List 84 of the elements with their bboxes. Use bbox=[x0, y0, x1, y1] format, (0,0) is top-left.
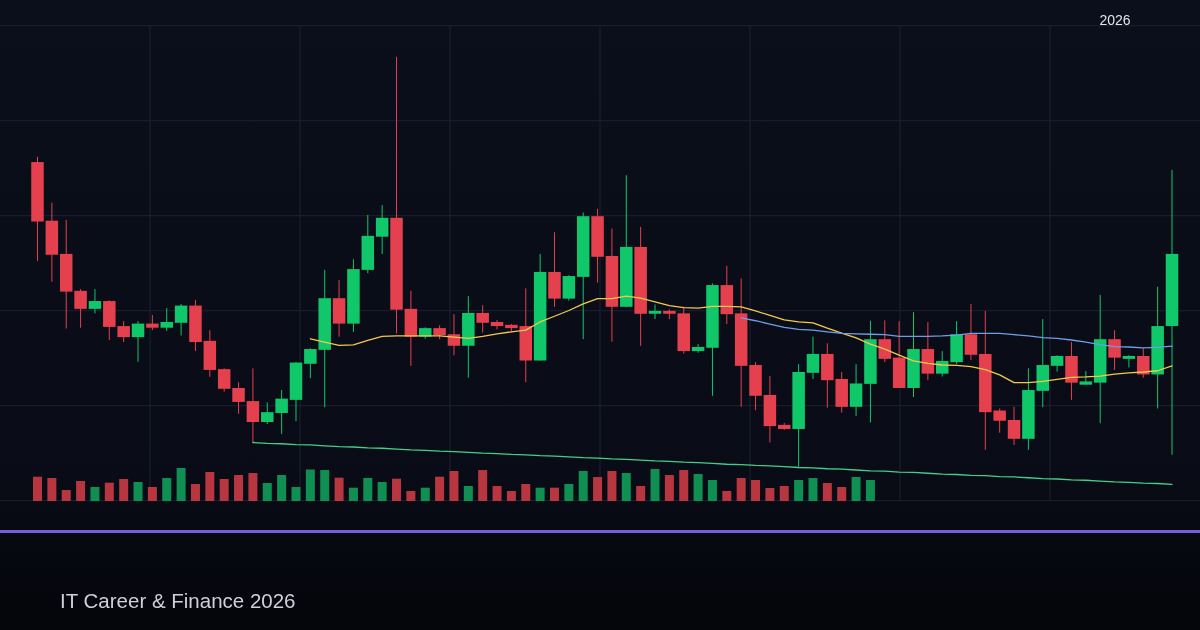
candlestick bbox=[490, 319, 504, 330]
bar bbox=[291, 487, 301, 501]
bar bbox=[650, 468, 660, 501]
candlestick bbox=[1007, 406, 1021, 446]
candlestick bbox=[217, 367, 231, 393]
bar bbox=[90, 487, 100, 501]
candlestick bbox=[131, 320, 145, 363]
bar bbox=[348, 487, 358, 501]
candlestick bbox=[648, 303, 662, 320]
bar bbox=[320, 470, 330, 501]
bar bbox=[564, 484, 574, 501]
bar bbox=[61, 490, 71, 501]
candlestick bbox=[849, 363, 863, 417]
bar bbox=[722, 491, 732, 501]
candlestick bbox=[562, 274, 576, 302]
bar bbox=[363, 478, 373, 501]
bar bbox=[794, 480, 804, 501]
text: 2026 bbox=[1099, 12, 1131, 28]
bar bbox=[147, 487, 157, 501]
bar bbox=[47, 478, 57, 501]
bar bbox=[808, 478, 818, 501]
bar bbox=[262, 483, 272, 501]
bar bbox=[621, 473, 631, 501]
bar bbox=[162, 478, 172, 501]
bar bbox=[176, 468, 186, 501]
bar bbox=[377, 481, 387, 501]
bar bbox=[205, 471, 215, 501]
candlestick bbox=[1137, 347, 1150, 379]
candlestick bbox=[232, 381, 245, 415]
bar bbox=[234, 475, 244, 501]
bar bbox=[837, 487, 847, 501]
candlestick bbox=[476, 304, 489, 334]
bar bbox=[406, 491, 416, 501]
bar bbox=[219, 478, 229, 501]
bar bbox=[190, 484, 200, 501]
bar bbox=[751, 480, 761, 501]
candlestick bbox=[160, 307, 173, 332]
bar bbox=[76, 481, 86, 501]
bar bbox=[33, 476, 42, 501]
bar bbox=[133, 481, 143, 501]
bar bbox=[779, 485, 789, 501]
bar bbox=[636, 485, 646, 501]
bar bbox=[420, 487, 430, 501]
bar bbox=[435, 476, 445, 501]
bar bbox=[463, 485, 473, 501]
bar bbox=[679, 470, 689, 501]
bar bbox=[392, 478, 402, 501]
candlestick bbox=[74, 288, 87, 329]
bar bbox=[707, 480, 717, 501]
bar bbox=[535, 487, 545, 501]
candlestick bbox=[88, 288, 102, 314]
bar bbox=[277, 475, 287, 501]
bar bbox=[593, 477, 603, 501]
bar bbox=[248, 473, 258, 501]
bar bbox=[693, 474, 703, 501]
bar bbox=[449, 471, 459, 501]
bar bbox=[334, 477, 344, 501]
bar bbox=[851, 477, 861, 501]
candlestick bbox=[964, 303, 978, 361]
candlestick bbox=[806, 336, 820, 380]
candlestick bbox=[1108, 329, 1121, 371]
candlestick bbox=[1122, 354, 1136, 368]
text: IT Career & Finance 2026 bbox=[60, 588, 296, 612]
bar bbox=[865, 480, 875, 501]
bar bbox=[736, 478, 746, 501]
bar bbox=[492, 485, 502, 501]
bar bbox=[822, 483, 832, 501]
candlestick bbox=[174, 303, 188, 336]
candlestick bbox=[878, 319, 892, 363]
bar bbox=[549, 487, 559, 501]
bar bbox=[607, 471, 617, 501]
bar bbox=[765, 488, 775, 501]
bar bbox=[521, 484, 531, 501]
bar bbox=[578, 471, 588, 501]
bar bbox=[506, 491, 516, 501]
bar bbox=[104, 482, 114, 501]
candlestick bbox=[246, 367, 260, 444]
bar bbox=[119, 478, 129, 501]
candlestick bbox=[691, 343, 705, 354]
bar bbox=[664, 475, 674, 501]
candlestick bbox=[447, 313, 461, 356]
bar bbox=[305, 469, 315, 501]
candlestick bbox=[375, 204, 389, 255]
bar bbox=[478, 470, 488, 501]
